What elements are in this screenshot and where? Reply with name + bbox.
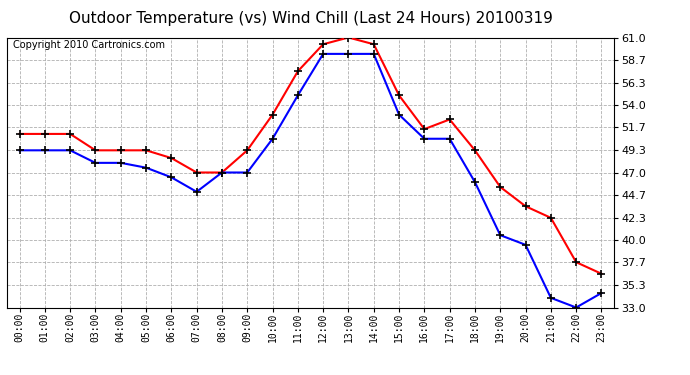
Text: Outdoor Temperature (vs) Wind Chill (Last 24 Hours) 20100319: Outdoor Temperature (vs) Wind Chill (Las…: [68, 11, 553, 26]
Text: Copyright 2010 Cartronics.com: Copyright 2010 Cartronics.com: [13, 40, 165, 50]
